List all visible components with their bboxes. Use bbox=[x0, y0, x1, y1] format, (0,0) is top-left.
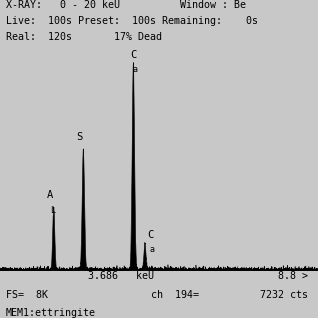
Text: S: S bbox=[76, 132, 82, 142]
Text: a: a bbox=[133, 65, 137, 74]
Text: Live:  100s Preset:  100s Remaining:    0s: Live: 100s Preset: 100s Remaining: 0s bbox=[6, 16, 258, 26]
Text: 8.8 >: 8.8 > bbox=[279, 271, 308, 281]
Text: 3.686   keU: 3.686 keU bbox=[88, 271, 154, 281]
Text: FS=  8K: FS= 8K bbox=[6, 290, 48, 300]
Text: a: a bbox=[149, 245, 154, 254]
Text: C: C bbox=[147, 230, 153, 240]
Text: Real:  120s       17% Dead: Real: 120s 17% Dead bbox=[6, 32, 162, 42]
Text: A: A bbox=[47, 190, 53, 200]
Text: 7232 cts: 7232 cts bbox=[260, 290, 308, 300]
Text: MEM1:ettringite: MEM1:ettringite bbox=[6, 308, 96, 318]
Text: L: L bbox=[50, 206, 55, 215]
Text: X-RAY:   0 - 20 keU          Window : Be: X-RAY: 0 - 20 keU Window : Be bbox=[6, 0, 246, 10]
Text: ch  194=: ch 194= bbox=[151, 290, 199, 300]
Text: C: C bbox=[130, 50, 137, 59]
